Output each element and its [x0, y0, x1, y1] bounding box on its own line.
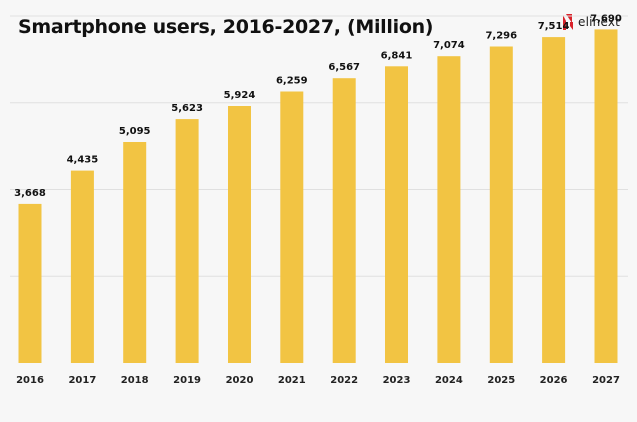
x-tick-label-2023: 2023 — [383, 375, 411, 386]
chart-title: Smartphone users, 2016-2027, (Million) — [18, 16, 434, 38]
x-tick-label-2025: 2025 — [487, 375, 515, 386]
bar-2027 — [594, 29, 618, 364]
bar-2023 — [385, 66, 408, 364]
bar-2021 — [280, 91, 304, 363]
data-label-2027: 7,690 — [590, 13, 622, 24]
data-label-2026: 7,514 — [538, 21, 570, 32]
bar-2022 — [332, 78, 356, 363]
x-tick-label-2026: 2026 — [540, 375, 568, 386]
data-label-2018: 5,095 — [119, 126, 151, 137]
x-tick-label-2022: 2022 — [330, 375, 358, 386]
data-label-2022: 6,567 — [328, 62, 360, 73]
data-label-2020: 5,924 — [224, 90, 256, 101]
bar-2016 — [18, 203, 42, 363]
x-tick-label-2020: 2020 — [226, 375, 254, 386]
data-label-2023: 6,841 — [381, 50, 413, 61]
data-label-2025: 7,296 — [485, 31, 517, 42]
bar-2020 — [228, 106, 251, 363]
x-tick-label-2018: 2018 — [121, 375, 149, 386]
x-tick-label-2016: 2016 — [16, 375, 44, 386]
bar-2018 — [123, 142, 147, 363]
data-label-2021: 6,259 — [276, 76, 308, 87]
data-label-2017: 4,435 — [67, 155, 99, 166]
data-label-2016: 3,668 — [14, 188, 46, 199]
x-tick-label-2021: 2021 — [278, 375, 306, 386]
data-label-2019: 5,623 — [171, 103, 203, 114]
x-tick-label-2019: 2019 — [173, 375, 201, 386]
x-tick-label-2017: 2017 — [68, 375, 96, 386]
bar-2024 — [437, 56, 461, 363]
bar-2017 — [70, 170, 94, 363]
brand-logo: elinext — [562, 13, 620, 31]
bar-2025 — [489, 46, 513, 363]
x-tick-label-2024: 2024 — [435, 375, 463, 386]
x-tick-label-2027: 2027 — [592, 375, 620, 386]
bar-2026 — [542, 37, 566, 363]
data-label-2024: 7,074 — [433, 40, 465, 51]
logo-text: elinext — [578, 15, 621, 29]
bar-2019 — [175, 119, 199, 363]
